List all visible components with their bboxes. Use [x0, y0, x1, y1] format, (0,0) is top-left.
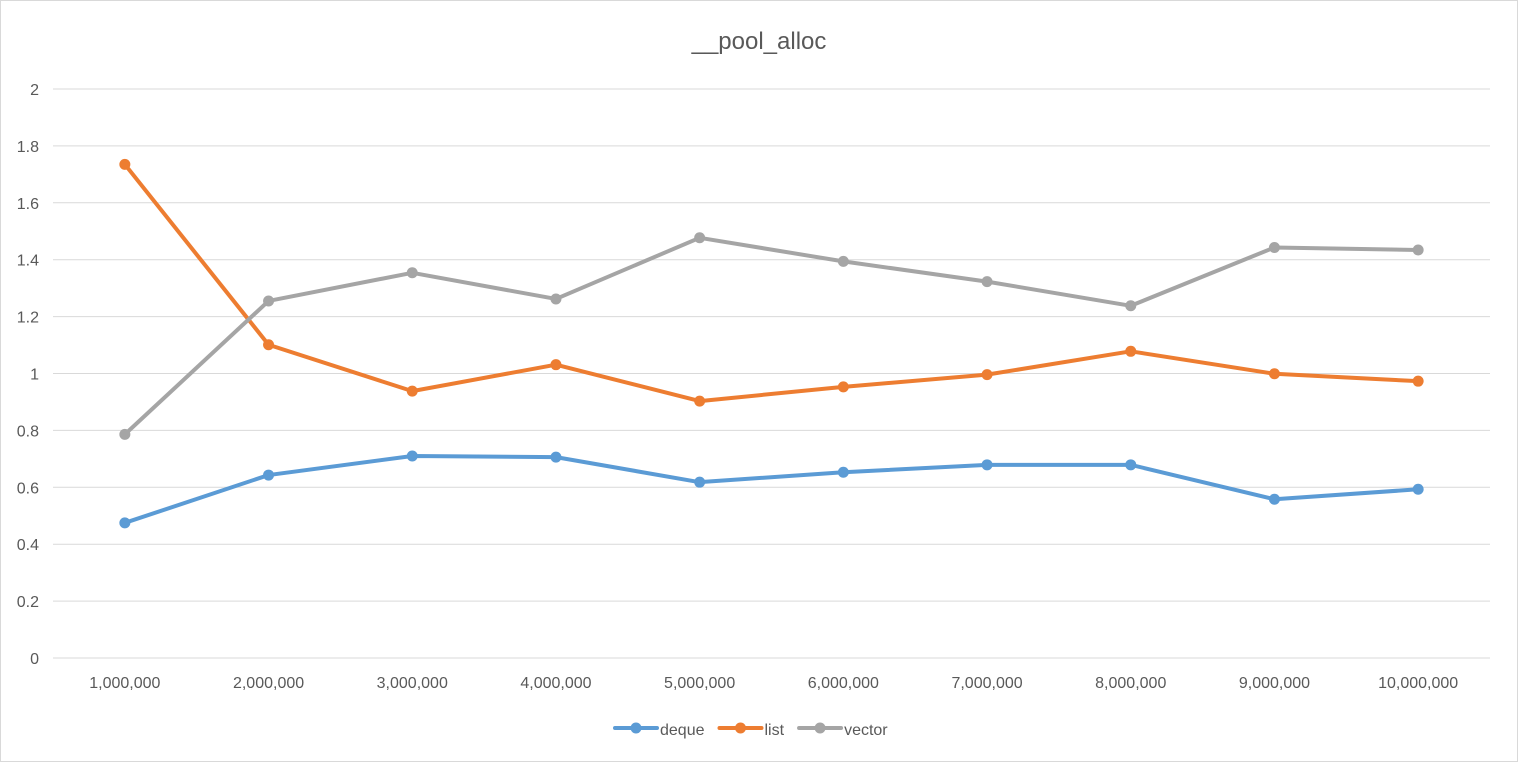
x-tick-label: 7,000,000: [951, 675, 1022, 692]
data-point-deque: [406, 450, 418, 462]
x-tick-label: 4,000,000: [520, 675, 591, 692]
series-list: [119, 158, 1424, 407]
data-point-deque: [981, 459, 993, 471]
legend-item-vector: vector: [797, 722, 888, 739]
series-lines: [119, 158, 1424, 529]
legend: deque list vector: [613, 722, 888, 739]
data-point-vector: [694, 232, 706, 244]
data-point-list: [263, 339, 275, 351]
legend-point-marker: [735, 722, 746, 734]
data-point-list: [1412, 375, 1424, 387]
y-tick-label: 0.4: [17, 537, 39, 554]
data-point-vector: [1412, 244, 1424, 256]
data-point-vector: [1125, 300, 1137, 312]
legend-label: list: [765, 722, 785, 739]
data-point-list: [1268, 368, 1280, 380]
data-point-list: [837, 381, 849, 393]
legend-point-marker: [814, 722, 826, 734]
y-tick-label: 1.6: [17, 196, 39, 213]
x-tick-label: 8,000,000: [1095, 675, 1166, 692]
series-line-list: [122, 162, 1421, 404]
data-point-deque: [263, 469, 275, 481]
y-tick-label: 0.6: [17, 480, 39, 497]
data-point-vector: [406, 267, 418, 279]
gridlines: [53, 88, 1490, 659]
data-point-deque: [1125, 459, 1137, 471]
data-point-deque: [1268, 493, 1280, 505]
series-deque: [119, 450, 1424, 529]
x-tick-label: 9,000,000: [1239, 675, 1310, 692]
data-point-vector: [550, 293, 562, 305]
y-tick-label: 0: [30, 651, 39, 668]
data-point-vector: [119, 428, 131, 440]
data-point-vector: [837, 255, 849, 267]
series-vector: [119, 232, 1424, 440]
x-tick-label: 6,000,000: [808, 675, 879, 692]
y-axis-ticks: 0 0.2 0.4 0.6 0.8 1 1.2 1.4 1.6 1.8 2: [17, 82, 39, 668]
data-point-list: [981, 369, 993, 381]
y-tick-label: 1.4: [17, 253, 39, 270]
x-tick-label: 3,000,000: [377, 675, 448, 692]
data-point-vector: [981, 276, 993, 288]
legend-point-marker: [630, 722, 642, 734]
data-point-vector: [263, 295, 275, 307]
x-tick-label: 10,000,000: [1378, 675, 1458, 692]
series-line-deque: [122, 454, 1421, 525]
series-line-vector: [122, 235, 1421, 437]
data-point-list: [1125, 345, 1137, 357]
data-point-deque: [1412, 483, 1424, 495]
y-tick-label: 1: [30, 367, 39, 384]
x-tick-label: 5,000,000: [664, 675, 735, 692]
data-point-deque: [119, 517, 131, 529]
data-point-vector: [1268, 241, 1280, 253]
y-tick-label: 1.8: [17, 139, 39, 156]
y-tick-label: 0.8: [17, 423, 39, 440]
data-point-deque: [550, 451, 562, 463]
x-axis-ticks: 1,000,000 2,000,000 3,000,000 4,000,000 5,00…: [89, 675, 1458, 692]
legend-label: vector: [844, 722, 888, 739]
data-point-deque: [837, 466, 849, 478]
y-tick-label: 0.2: [17, 594, 39, 611]
data-point-list: [694, 395, 706, 407]
data-point-list: [406, 385, 418, 397]
legend-label: deque: [660, 722, 705, 739]
x-tick-label: 2,000,000: [233, 675, 304, 692]
y-tick-label: 1.2: [17, 310, 39, 327]
y-tick-label: 2: [30, 82, 39, 99]
x-tick-label: 1,000,000: [89, 675, 160, 692]
legend-item-deque: deque: [613, 722, 705, 739]
data-point-list: [550, 359, 562, 371]
data-point-list: [119, 158, 131, 170]
legend-item-list: list: [717, 722, 785, 739]
data-point-deque: [694, 476, 706, 488]
chart-title: __pool_alloc: [691, 28, 827, 55]
